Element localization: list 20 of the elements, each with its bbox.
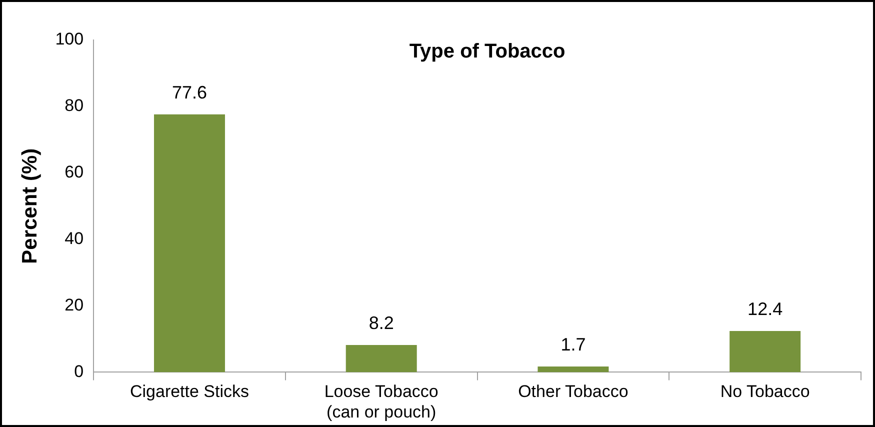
bar <box>730 331 801 372</box>
x-tick-label: Cigarette Sticks <box>130 382 250 402</box>
y-tick-label: 100 <box>55 30 84 49</box>
bar <box>346 344 417 372</box>
x-tick-label: Other Tobacco <box>518 382 628 402</box>
y-tick-label: 0 <box>74 362 84 381</box>
data-label: 1.7 <box>560 334 586 355</box>
y-tick-label: 60 <box>64 162 84 182</box>
chart-title: Type of Tobacco <box>409 40 566 63</box>
y-axis-title: Percent (%) <box>18 148 42 264</box>
data-label: 77.6 <box>172 82 208 102</box>
y-tick-label: 80 <box>64 96 84 116</box>
y-tick-label: 40 <box>64 229 84 248</box>
x-tick-label: Loose Tobacco (can or pouch) <box>324 382 438 422</box>
bar <box>538 366 609 372</box>
data-label: 12.4 <box>748 298 783 319</box>
x-tick-label: No Tobacco <box>720 382 810 402</box>
data-label: 8.2 <box>368 312 394 333</box>
bar <box>154 114 225 372</box>
y-tick-label: 20 <box>64 295 84 314</box>
